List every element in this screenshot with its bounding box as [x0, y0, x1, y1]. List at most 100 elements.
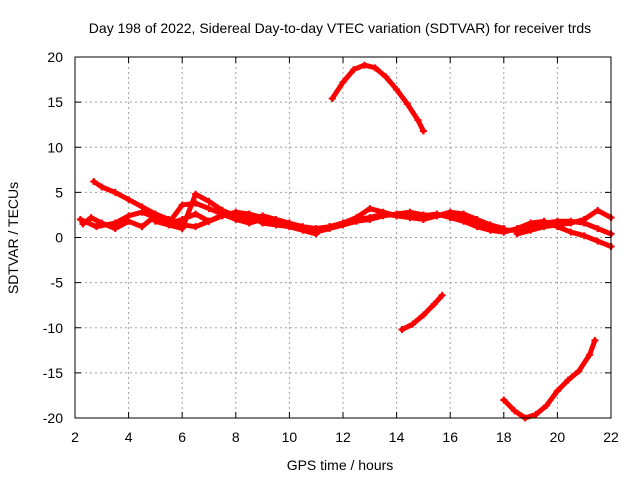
data-point	[87, 214, 95, 222]
data-point	[430, 300, 438, 308]
data-point	[438, 291, 446, 299]
data-point	[527, 226, 535, 234]
data-point	[433, 210, 441, 218]
data-point	[138, 208, 146, 216]
data-point	[285, 219, 293, 227]
data-point	[178, 201, 186, 209]
data-point	[339, 219, 347, 227]
data-point	[594, 206, 602, 214]
data-point	[473, 215, 481, 223]
y-axis-label: SDTVAR / TECUs	[5, 182, 21, 294]
data-point	[259, 212, 267, 220]
data-point	[460, 217, 468, 225]
data-point	[567, 228, 575, 236]
data-point	[98, 183, 106, 191]
data-point	[403, 100, 411, 108]
series-arc-low	[500, 336, 599, 422]
data-point	[151, 217, 159, 225]
x-tick-label: 14	[389, 429, 405, 445]
data-point	[460, 210, 468, 218]
data-point	[409, 320, 417, 328]
data-point	[419, 311, 427, 319]
data-point	[371, 64, 379, 72]
data-point	[165, 221, 173, 229]
y-tick-label: 5	[55, 184, 63, 200]
data-point	[379, 208, 387, 216]
series-arc-mid-low	[398, 291, 446, 334]
data-point	[500, 396, 508, 404]
data-point	[312, 224, 320, 232]
series-arc-high	[328, 61, 427, 135]
y-tick-label: -15	[43, 365, 63, 381]
data-point	[382, 73, 390, 81]
data-point	[125, 196, 133, 204]
data-point	[245, 215, 253, 223]
data-point	[272, 215, 280, 223]
x-tick-label: 8	[232, 429, 240, 445]
data-point	[393, 85, 401, 93]
grid	[75, 57, 611, 418]
data-layer	[76, 61, 615, 422]
data-point	[406, 210, 414, 218]
data-point	[326, 223, 334, 231]
data-point	[360, 61, 368, 69]
data-point	[553, 221, 561, 229]
data-point	[205, 205, 213, 213]
data-point	[393, 212, 401, 220]
data-point	[567, 219, 575, 227]
data-point	[594, 237, 602, 245]
data-point	[352, 214, 360, 222]
data-point	[111, 219, 119, 227]
x-axis-label: GPS time / hours	[287, 457, 394, 473]
y-tick-label: 0	[55, 230, 63, 246]
data-point	[543, 401, 551, 409]
data-point	[575, 367, 583, 375]
data-point	[511, 407, 519, 415]
data-point	[591, 336, 599, 344]
series-line	[329, 62, 426, 134]
data-point	[192, 210, 200, 218]
data-point	[90, 178, 98, 186]
series-arc-main-5	[513, 206, 615, 238]
data-point	[419, 212, 427, 220]
chart-title: Day 198 of 2022, Sidereal Day-to-day VTE…	[89, 20, 591, 36]
data-point	[350, 66, 358, 74]
data-point	[218, 206, 226, 214]
data-point	[580, 232, 588, 240]
data-point	[328, 95, 336, 103]
data-point	[513, 230, 521, 238]
x-tick-label: 18	[496, 429, 512, 445]
data-point	[446, 214, 454, 222]
data-point	[76, 215, 84, 223]
data-point	[564, 376, 572, 384]
data-point	[92, 223, 100, 231]
data-point	[192, 190, 200, 198]
y-tick-label: 10	[47, 139, 63, 155]
data-point	[138, 223, 146, 231]
x-tick-label: 16	[442, 429, 458, 445]
data-point	[586, 351, 594, 359]
series-line	[501, 337, 598, 421]
y-tick-label: -10	[43, 320, 63, 336]
data-point	[419, 127, 427, 135]
y-tick-label: 20	[47, 49, 63, 65]
data-point	[414, 116, 422, 124]
data-point	[398, 326, 406, 334]
data-point	[205, 197, 213, 205]
x-tick-label: 12	[335, 429, 351, 445]
y-tick-label: -20	[43, 410, 63, 426]
x-tick-label: 2	[71, 429, 79, 445]
x-tick-label: 4	[125, 429, 133, 445]
data-point	[192, 223, 200, 231]
data-point	[553, 387, 561, 395]
data-point	[500, 228, 508, 236]
data-point	[366, 214, 374, 222]
data-point	[205, 217, 213, 225]
y-tick-label: -5	[51, 275, 64, 291]
data-point	[125, 212, 133, 220]
x-tick-label: 10	[282, 429, 298, 445]
data-point	[366, 205, 374, 213]
data-point	[299, 223, 307, 231]
